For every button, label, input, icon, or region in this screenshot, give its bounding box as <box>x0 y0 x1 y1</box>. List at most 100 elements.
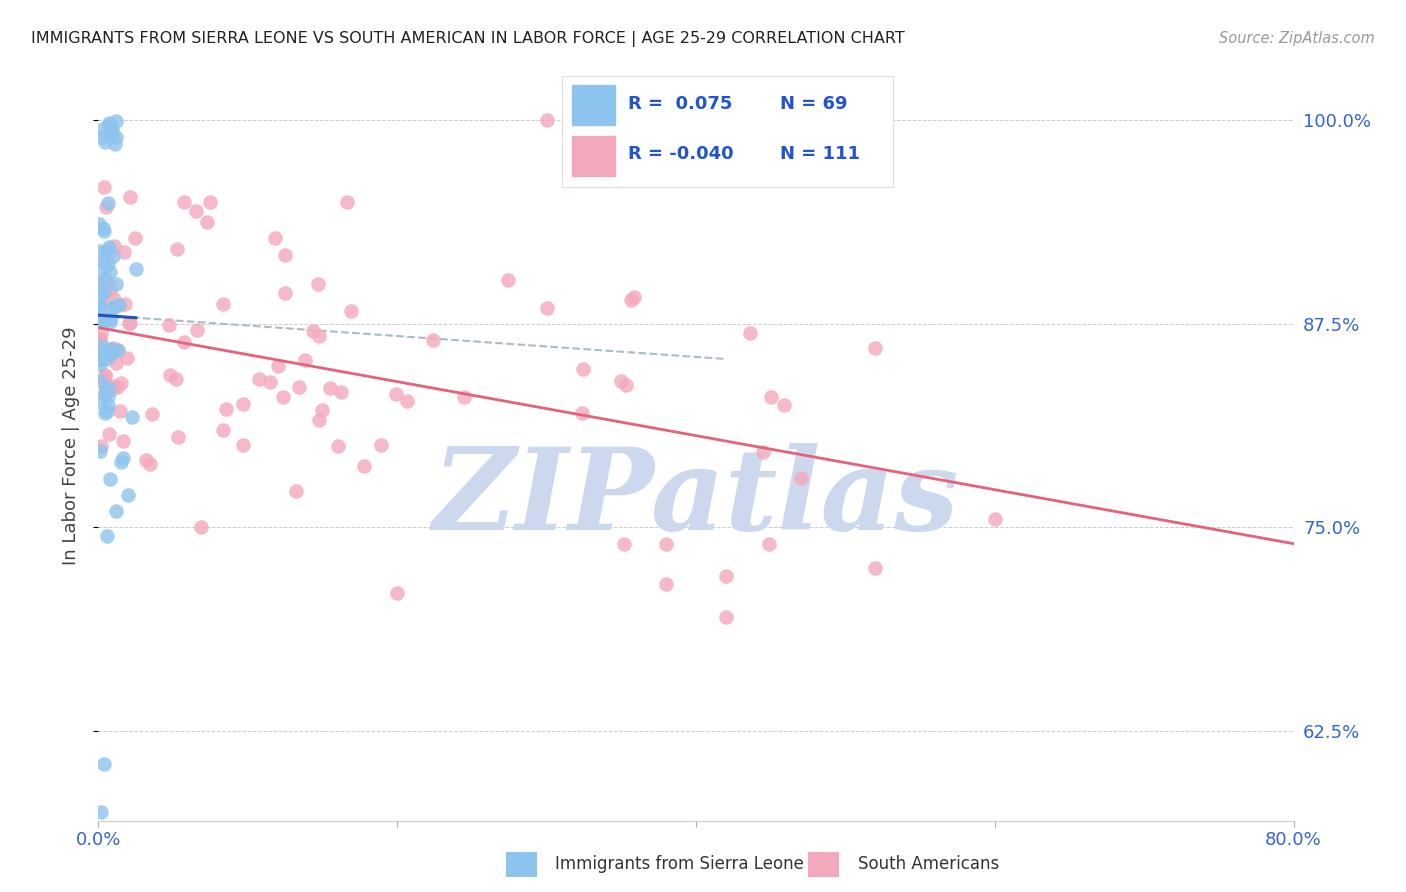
Point <box>111 434 134 449</box>
Point <box>318 381 340 395</box>
Point <box>101 122 124 136</box>
Point <box>214 401 236 416</box>
Point <box>91 280 114 294</box>
Point <box>91 352 114 367</box>
Point <box>96 528 118 542</box>
Point <box>91 121 114 136</box>
Point <box>307 277 329 292</box>
Point <box>105 356 128 370</box>
Point <box>263 230 285 244</box>
Bar <box>572 85 616 125</box>
Point <box>173 335 195 350</box>
Point <box>89 357 111 371</box>
Point <box>370 438 392 452</box>
Point <box>107 297 129 311</box>
Point <box>865 341 887 355</box>
Point <box>714 610 737 624</box>
Point <box>115 351 138 365</box>
Point <box>498 273 520 287</box>
Point <box>112 245 135 260</box>
Point <box>247 372 270 386</box>
Point <box>96 404 118 418</box>
Text: Source: ZipAtlas.com: Source: ZipAtlas.com <box>1219 31 1375 46</box>
Point <box>94 272 117 286</box>
Point <box>90 344 112 359</box>
Point <box>100 347 122 361</box>
Point <box>287 380 309 394</box>
Point <box>93 384 115 399</box>
Point <box>186 323 208 337</box>
Text: South Americans: South Americans <box>858 855 998 873</box>
Point <box>91 221 114 235</box>
Point <box>89 444 111 458</box>
Point <box>98 472 122 486</box>
Point <box>139 457 162 471</box>
Point <box>89 332 111 346</box>
Point <box>274 248 297 262</box>
Point <box>100 343 122 357</box>
Point <box>100 311 122 326</box>
Y-axis label: In Labor Force | Age 25-29: In Labor Force | Age 25-29 <box>62 326 80 566</box>
Point <box>124 231 146 245</box>
Point <box>89 244 111 258</box>
Point <box>94 406 117 420</box>
Point <box>308 329 330 343</box>
Point <box>93 135 115 149</box>
Point <box>789 471 811 485</box>
Point <box>107 343 129 357</box>
Point <box>98 240 121 254</box>
Point <box>232 397 254 411</box>
Point <box>111 451 134 466</box>
Point <box>93 315 115 329</box>
Point <box>157 318 180 332</box>
Point <box>93 386 115 401</box>
Point <box>101 378 124 392</box>
Point <box>328 439 350 453</box>
Point <box>90 439 112 453</box>
Point <box>141 407 163 421</box>
Point <box>302 324 325 338</box>
Point <box>118 316 141 330</box>
Point <box>125 262 148 277</box>
Point <box>89 278 111 293</box>
Point <box>259 375 281 389</box>
Point <box>96 398 118 412</box>
Point <box>117 488 139 502</box>
Point <box>93 374 115 388</box>
Point <box>759 390 782 404</box>
Point <box>89 333 111 347</box>
Point <box>336 194 359 209</box>
Point <box>89 304 111 318</box>
Point <box>385 585 409 599</box>
Point <box>93 284 115 298</box>
Text: IMMIGRANTS FROM SIERRA LEONE VS SOUTH AMERICAN IN LABOR FORCE | AGE 25-29 CORREL: IMMIGRANTS FROM SIERRA LEONE VS SOUTH AM… <box>31 31 904 47</box>
Point <box>340 303 363 318</box>
Point <box>104 277 127 292</box>
Point <box>738 326 761 341</box>
Point <box>90 805 112 820</box>
Text: R = -0.040: R = -0.040 <box>628 145 734 163</box>
Point <box>97 245 120 260</box>
Point <box>571 406 593 420</box>
Point <box>536 301 558 315</box>
Point <box>93 756 115 771</box>
Point <box>89 297 111 311</box>
Point <box>93 180 115 194</box>
Point <box>211 423 233 437</box>
Text: N = 111: N = 111 <box>780 145 860 163</box>
Point <box>93 252 115 267</box>
Point <box>453 390 475 404</box>
Point <box>195 214 218 228</box>
Point <box>104 137 127 152</box>
Point <box>90 339 112 353</box>
Text: Immigrants from Sierra Leone: Immigrants from Sierra Leone <box>555 855 804 873</box>
Point <box>98 277 121 292</box>
Point <box>714 569 737 583</box>
Point <box>395 394 418 409</box>
Point <box>101 249 124 263</box>
Point <box>96 200 118 214</box>
Text: N = 69: N = 69 <box>780 95 848 113</box>
Point <box>91 297 114 311</box>
Point <box>274 285 297 300</box>
Point <box>865 561 887 575</box>
